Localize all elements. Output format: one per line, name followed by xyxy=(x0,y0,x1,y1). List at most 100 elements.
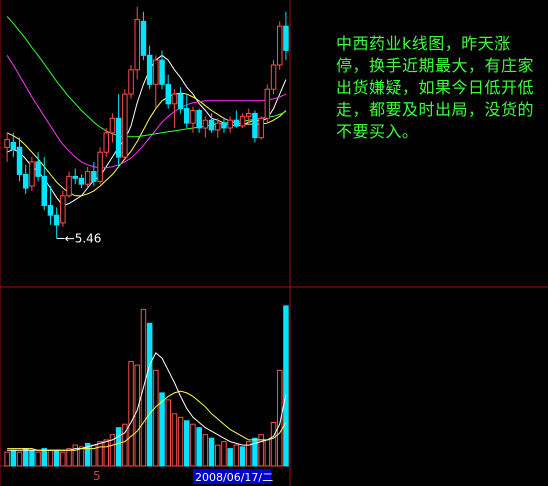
candle-body-up xyxy=(277,25,283,66)
candle-body-up xyxy=(29,161,35,187)
candle-body-down xyxy=(159,59,165,85)
candle-body-up xyxy=(215,122,221,131)
candle-body-up xyxy=(66,175,72,197)
volume-bar-down xyxy=(23,448,29,467)
volume-bar-down xyxy=(53,449,60,467)
candle-body-down xyxy=(233,119,240,127)
candle-body-down xyxy=(47,205,54,216)
volume-bar-up xyxy=(153,369,159,467)
candle-body-up xyxy=(190,110,196,124)
volume-bar-down xyxy=(239,446,246,467)
volume-bar-up xyxy=(264,439,271,467)
volume-bar-down xyxy=(159,392,165,467)
candle-body-down xyxy=(41,175,47,206)
candle-body-up xyxy=(84,171,91,185)
volume-bar-down xyxy=(208,437,215,467)
candle-body-down xyxy=(23,174,29,189)
volume-bar-up xyxy=(78,446,85,467)
volume-bar-up xyxy=(97,441,103,467)
price-ma-line-1 xyxy=(6,54,287,207)
volume-bar-down xyxy=(252,437,258,467)
volume-bar-up xyxy=(72,444,78,467)
candle-body-down xyxy=(146,54,153,85)
candle-body-down xyxy=(165,83,171,105)
candle-body-up xyxy=(103,132,109,153)
candle-body-down xyxy=(16,146,23,175)
candle-body-down xyxy=(72,175,78,179)
candle-body-down xyxy=(177,93,184,110)
price-moving-averages xyxy=(6,16,287,207)
volume-bar-down xyxy=(84,442,91,467)
volume-bar-down xyxy=(41,448,47,467)
candle-body-up xyxy=(227,119,233,129)
volume-bar-up xyxy=(66,448,72,467)
volume-series xyxy=(4,305,289,467)
volume-bar-down xyxy=(283,305,289,467)
price-ma-line-4 xyxy=(6,16,287,138)
price-ma-line-3 xyxy=(6,55,287,169)
chart-footer: 5 2008/06/17/二 xyxy=(93,469,273,484)
volume-bar-up xyxy=(134,364,140,467)
candle-body-up xyxy=(122,93,128,158)
volume-ma-line-2 xyxy=(7,390,287,451)
volume-bar-up xyxy=(128,361,134,467)
volume-bar-up xyxy=(190,423,196,467)
volume-bar-up xyxy=(221,441,227,467)
candle-body-up xyxy=(153,59,159,85)
volume-bar-up xyxy=(270,422,277,467)
period-marker: 5 xyxy=(93,469,101,483)
volume-moving-averages xyxy=(7,352,287,451)
volume-bar-down xyxy=(115,427,122,467)
volume-bar-down xyxy=(29,449,35,467)
low-annotation-group: ←5.46 xyxy=(56,231,102,245)
volume-bar-up xyxy=(109,434,116,467)
volume-bar-up xyxy=(60,451,66,467)
candle-body-down xyxy=(53,214,60,226)
candle-body-up xyxy=(202,119,209,129)
volume-bar-down xyxy=(146,322,153,467)
volume-bar-up xyxy=(277,369,283,467)
candle-body-down xyxy=(221,122,227,129)
annotation-text: 中西药业k线图，昨天涨停，换手近期最大，有庄家出货嫌疑，如果今日低开低走，都要及… xyxy=(336,34,535,141)
volume-bar-down xyxy=(10,449,17,467)
candle-body-up xyxy=(4,139,10,148)
volume-bar-up xyxy=(122,423,128,467)
volume-bar-up xyxy=(16,451,23,467)
candle-body-up xyxy=(97,151,103,182)
candle-body-up xyxy=(246,112,252,117)
candle-body-up xyxy=(60,195,66,224)
candle-body-down xyxy=(140,20,147,56)
candle-body-up xyxy=(239,115,246,127)
candle-body-up xyxy=(134,18,140,71)
volume-bar-down xyxy=(196,427,202,467)
candle-body-down xyxy=(196,110,202,129)
date-label: 2008/06/17/二 xyxy=(195,471,273,484)
volume-bar-up xyxy=(258,434,264,467)
volume-bar-up xyxy=(246,441,252,467)
candle-body-down xyxy=(78,177,85,185)
low-marker-label: ←5.46 xyxy=(65,231,102,245)
candle-body-up xyxy=(171,93,178,105)
candle-body-down xyxy=(184,108,190,124)
candle-body-down xyxy=(91,171,97,182)
volume-bar-up xyxy=(202,434,209,467)
date-label-background xyxy=(193,469,271,484)
volume-bar-up xyxy=(215,444,221,467)
candle-body-down xyxy=(35,161,41,177)
volume-bar-up xyxy=(165,399,171,467)
candle-body-down xyxy=(115,117,122,158)
volume-bar-up xyxy=(177,416,184,467)
volume-ma-line-1 xyxy=(7,352,287,451)
candle-body-up xyxy=(109,117,116,134)
candle-body-up xyxy=(270,64,277,90)
volume-bar-up xyxy=(35,451,41,467)
candle-body-down xyxy=(283,25,289,51)
volume-bar-up xyxy=(233,444,240,467)
candle-body-up xyxy=(258,117,264,139)
price-ma-line-2 xyxy=(6,92,287,197)
candle-body-down xyxy=(252,112,258,139)
candle-body-up xyxy=(128,69,134,95)
volume-bar-up xyxy=(171,413,178,467)
